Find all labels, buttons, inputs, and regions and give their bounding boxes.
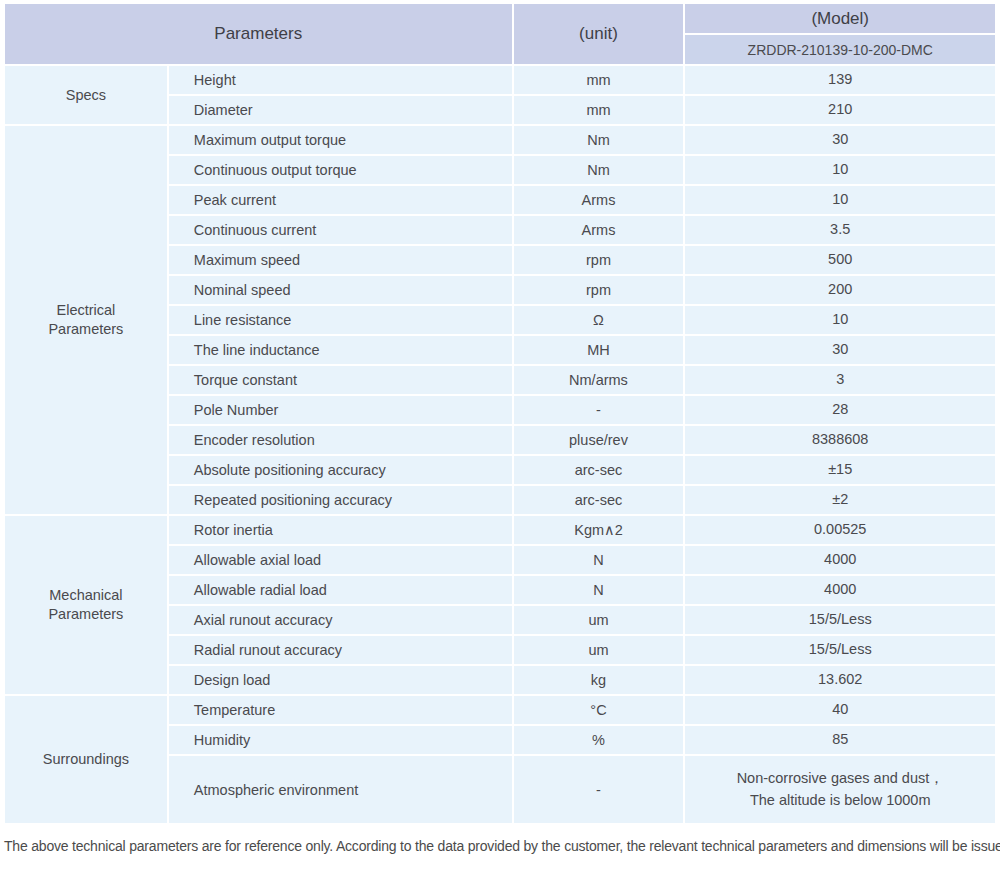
table-row: Electrical Parameters Maximum output tor… — [5, 126, 995, 154]
unit-cell: Ω — [514, 306, 684, 334]
unit-cell: Nm — [514, 126, 684, 154]
param-cell: Encoder resolution — [169, 426, 512, 454]
param-cell: The line inductance — [169, 336, 512, 364]
param-cell: Height — [169, 66, 512, 94]
unit-cell: MH — [514, 336, 684, 364]
unit-cell: Nm/arms — [514, 366, 684, 394]
unit-cell: mm — [514, 96, 684, 124]
table-row: Specs Height mm 139 — [5, 66, 995, 94]
group-label-specs: Specs — [5, 66, 167, 124]
value-cell: 40 — [685, 696, 995, 724]
unit-cell: um — [514, 636, 684, 664]
group-label-surroundings: Surroundings — [5, 696, 167, 823]
unit-cell: Arms — [514, 186, 684, 214]
unit-cell: Kgm∧2 — [514, 516, 684, 544]
spec-sheet-page: Parameters (unit) (Model) ZRDDR-210139-1… — [0, 0, 1000, 883]
param-cell: Line resistance — [169, 306, 512, 334]
group-label-electrical: Electrical Parameters — [5, 126, 167, 514]
value-cell: 10 — [685, 306, 995, 334]
param-cell: Diameter — [169, 96, 512, 124]
unit-cell: arc-sec — [514, 456, 684, 484]
group-label-mechanical: Mechanical Parameters — [5, 516, 167, 694]
value-cell: 500 — [685, 246, 995, 274]
unit-cell: - — [514, 756, 684, 823]
value-cell: 8388608 — [685, 426, 995, 454]
param-cell: Absolute positioning accuracy — [169, 456, 512, 484]
param-cell: Torque constant — [169, 366, 512, 394]
param-cell: Allowable radial load — [169, 576, 512, 604]
param-cell: Design load — [169, 666, 512, 694]
param-cell: Continuous current — [169, 216, 512, 244]
spec-table: Parameters (unit) (Model) ZRDDR-210139-1… — [3, 2, 997, 825]
param-cell: Continuous output torque — [169, 156, 512, 184]
param-cell: Atmospheric environment — [169, 756, 512, 823]
value-cell: 10 — [685, 186, 995, 214]
param-cell: Humidity — [169, 726, 512, 754]
value-cell: 13.602 — [685, 666, 995, 694]
header-parameters: Parameters — [5, 4, 512, 64]
value-cell: 15/5/Less — [685, 636, 995, 664]
unit-cell: Arms — [514, 216, 684, 244]
value-cell: 3 — [685, 366, 995, 394]
header-model: (Model) — [685, 4, 995, 33]
header-row: Parameters (unit) (Model) — [5, 4, 995, 33]
param-cell: Radial runout accuracy — [169, 636, 512, 664]
unit-cell: arc-sec — [514, 486, 684, 514]
header-unit: (unit) — [514, 4, 684, 64]
value-cell: 139 — [685, 66, 995, 94]
param-cell: Peak current — [169, 186, 512, 214]
value-cell: 30 — [685, 126, 995, 154]
unit-cell: mm — [514, 66, 684, 94]
value-cell: 10 — [685, 156, 995, 184]
param-cell: Maximum output torque — [169, 126, 512, 154]
table-row: Surroundings Temperature °C 40 — [5, 696, 995, 724]
param-cell: Repeated positioning accuracy — [169, 486, 512, 514]
value-cell: Non-corrosive gases and dust， The altitu… — [685, 756, 995, 823]
param-cell: Maximum speed — [169, 246, 512, 274]
param-cell: Rotor inertia — [169, 516, 512, 544]
value-cell: 0.00525 — [685, 516, 995, 544]
param-cell: Temperature — [169, 696, 512, 724]
unit-cell: % — [514, 726, 684, 754]
value-cell: 15/5/Less — [685, 606, 995, 634]
table-row: Mechanical Parameters Rotor inertia Kgm∧… — [5, 516, 995, 544]
value-cell: 28 — [685, 396, 995, 424]
value-cell: 30 — [685, 336, 995, 364]
unit-cell: - — [514, 396, 684, 424]
disclaimer-note: The above technical parameters are for r… — [3, 838, 997, 854]
value-cell: 3.5 — [685, 216, 995, 244]
unit-cell: N — [514, 546, 684, 574]
unit-cell: um — [514, 606, 684, 634]
unit-cell: kg — [514, 666, 684, 694]
param-cell: Pole Number — [169, 396, 512, 424]
value-cell: 200 — [685, 276, 995, 304]
unit-cell: pluse/rev — [514, 426, 684, 454]
param-cell: Allowable axial load — [169, 546, 512, 574]
value-cell: 210 — [685, 96, 995, 124]
param-cell: Nominal speed — [169, 276, 512, 304]
value-cell: 4000 — [685, 546, 995, 574]
unit-cell: °C — [514, 696, 684, 724]
unit-cell: rpm — [514, 246, 684, 274]
unit-cell: rpm — [514, 276, 684, 304]
value-cell: 4000 — [685, 576, 995, 604]
value-cell: ±2 — [685, 486, 995, 514]
param-cell: Axial runout accuracy — [169, 606, 512, 634]
value-cell: ±15 — [685, 456, 995, 484]
value-cell: 85 — [685, 726, 995, 754]
model-number: ZRDDR-210139-10-200-DMC — [685, 35, 995, 64]
unit-cell: N — [514, 576, 684, 604]
unit-cell: Nm — [514, 156, 684, 184]
